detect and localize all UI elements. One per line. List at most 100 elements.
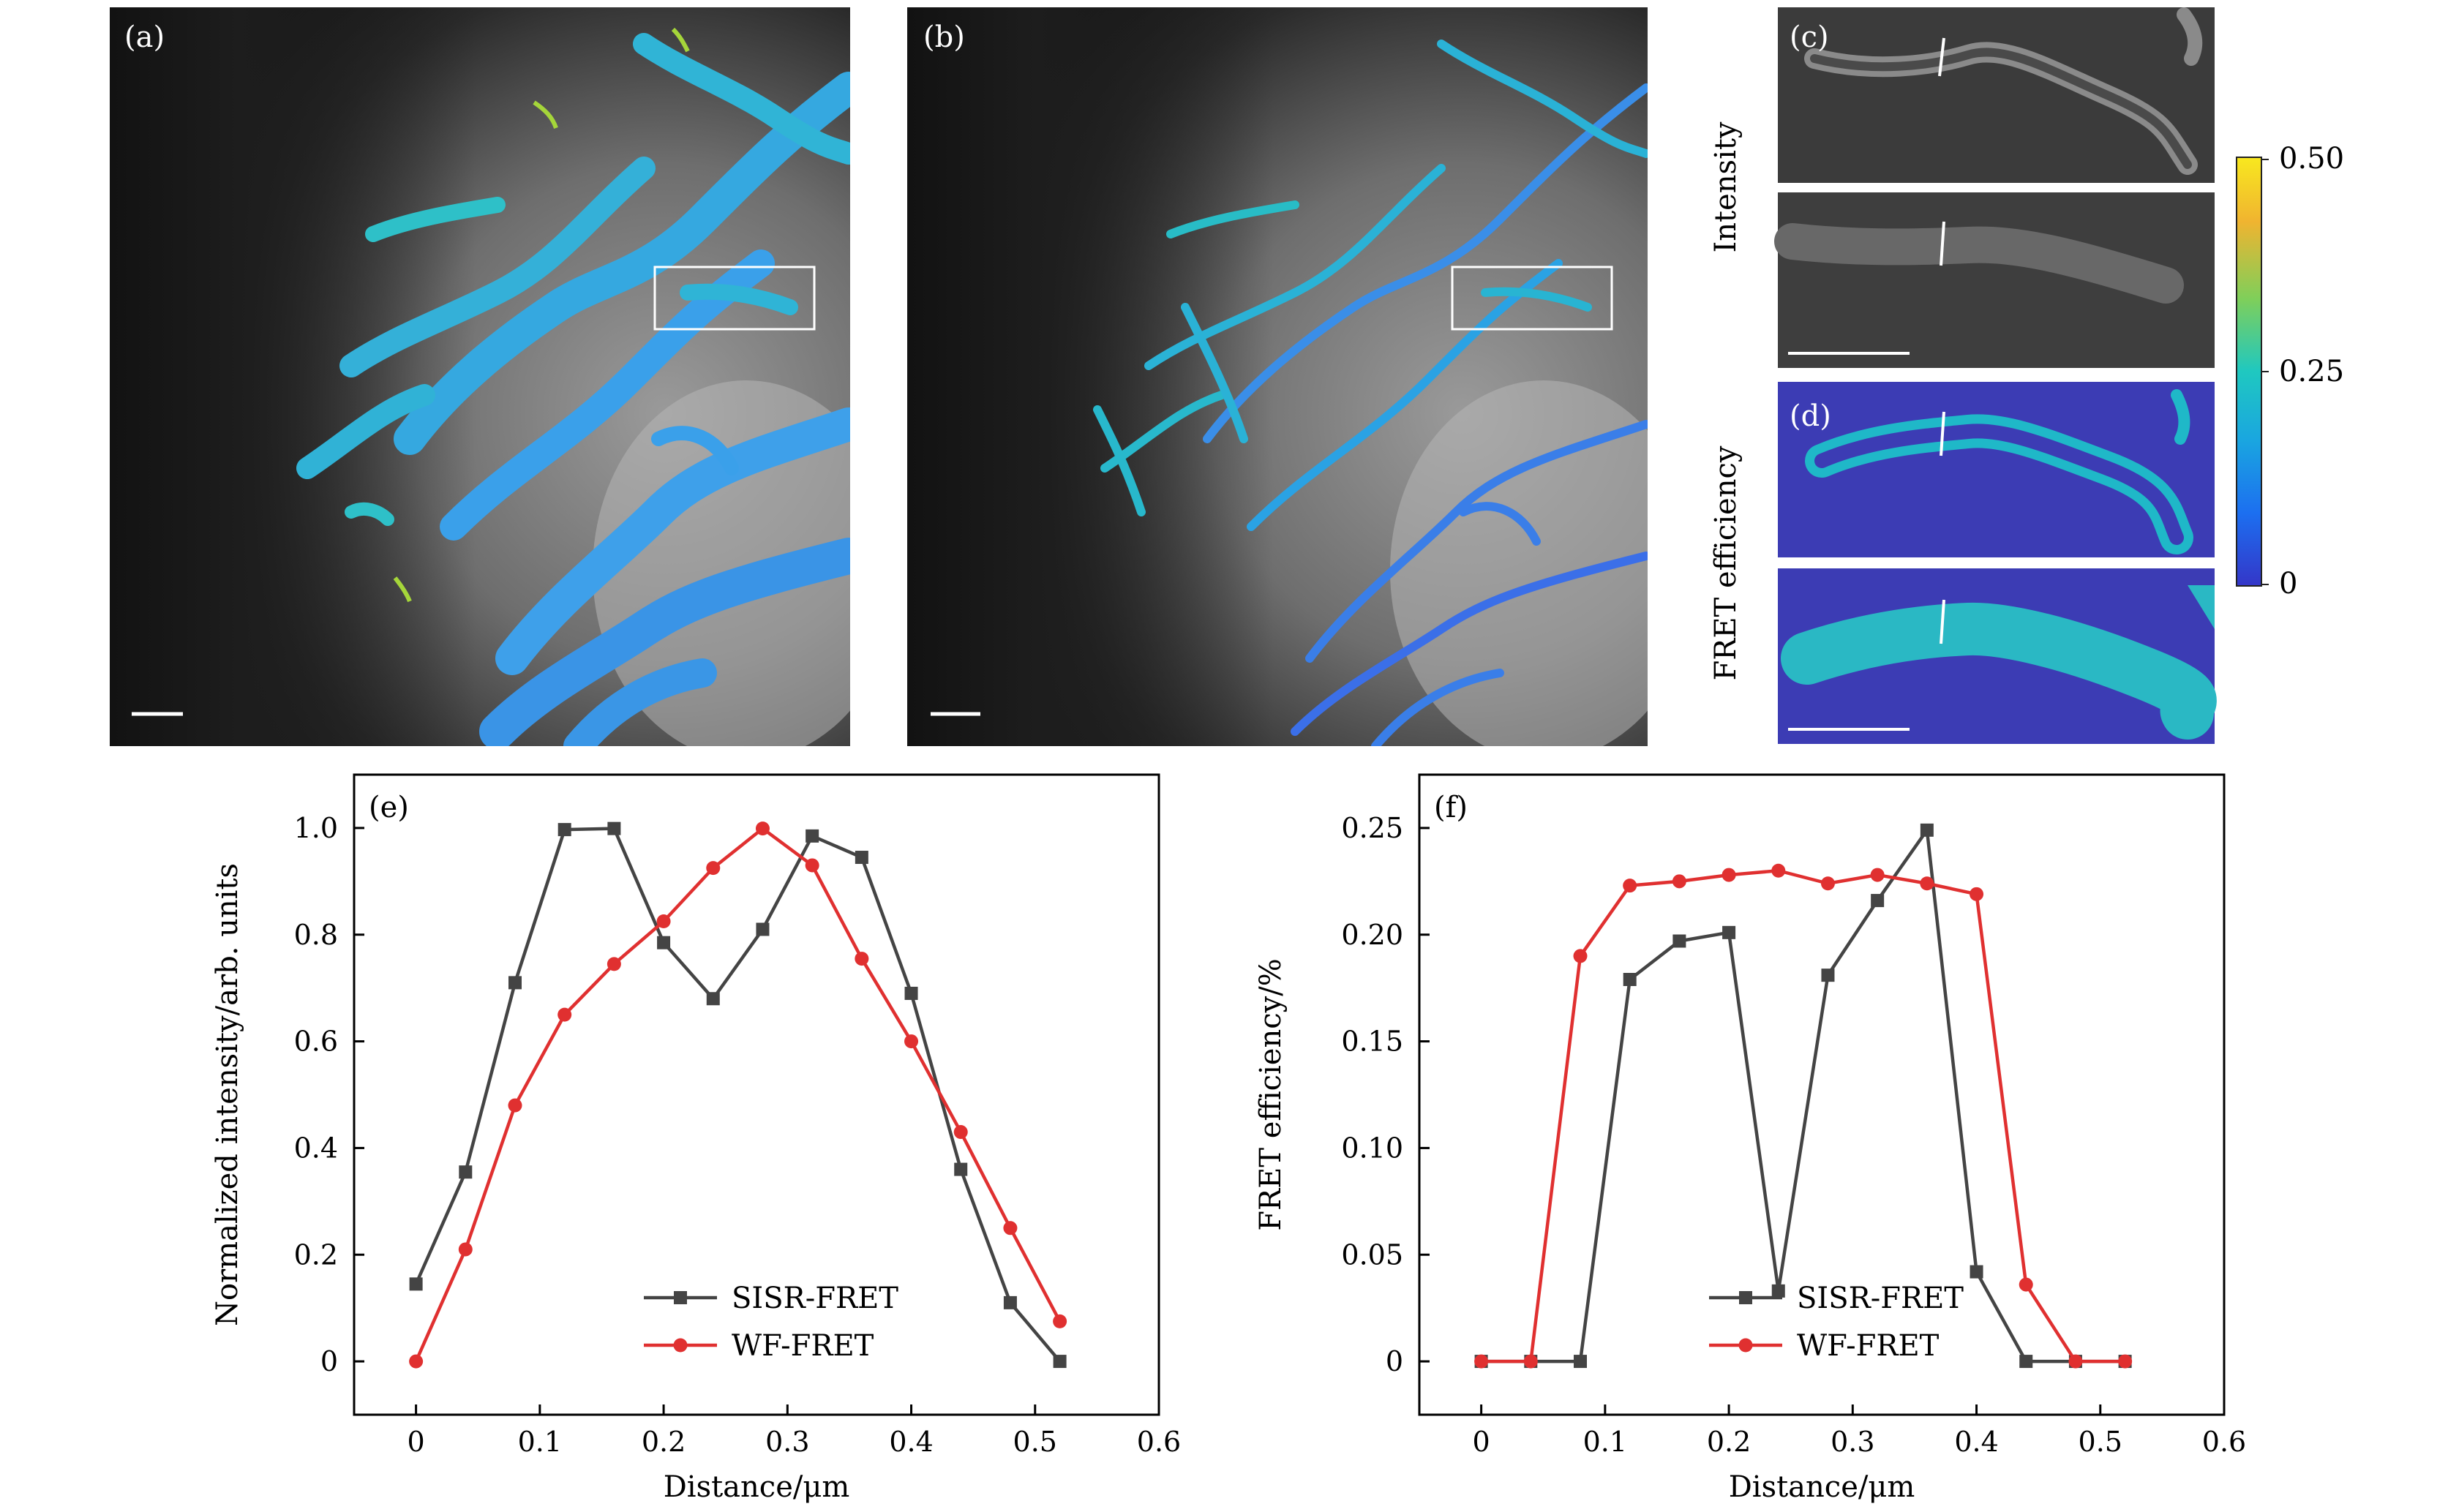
- legend-label: SISR-FRET: [1797, 1282, 1964, 1315]
- y-tick-label: 0.10: [1341, 1132, 1403, 1164]
- x-tick-label: 0.2: [642, 1426, 686, 1458]
- data-point: [557, 823, 571, 837]
- colorbar: 0.50 0.25 0: [2236, 142, 2344, 601]
- data-point: [1970, 1265, 1983, 1279]
- y-tick-label: 0.6: [294, 1026, 338, 1058]
- data-point: [2068, 1354, 2083, 1369]
- panel-a-label: (a): [124, 20, 165, 54]
- panel-b-roi-box: [1451, 266, 1613, 331]
- data-point: [458, 1242, 473, 1257]
- legend-label: WF-FRET: [1797, 1329, 1940, 1363]
- colorbar-gradient: [2236, 157, 2262, 587]
- panel-d: (d): [1778, 382, 2217, 744]
- x-tick-label: 0.4: [1954, 1426, 1998, 1458]
- x-axis-label: Distance/μm: [664, 1470, 850, 1504]
- data-point: [805, 858, 819, 873]
- data-point: [904, 986, 918, 1000]
- legend-marker: [674, 1291, 687, 1304]
- data-point: [855, 851, 868, 865]
- plot-frame: [353, 773, 1160, 1416]
- data-point: [706, 861, 721, 876]
- colorbar-tick-label: 0.25: [2279, 355, 2344, 388]
- data-point: [1672, 874, 1686, 889]
- data-point: [1623, 879, 1637, 893]
- data-point: [1722, 925, 1736, 939]
- data-point: [459, 1165, 473, 1179]
- data-point: [409, 1354, 424, 1369]
- data-point: [1053, 1355, 1067, 1369]
- y-tick-label: 0.25: [1341, 812, 1403, 844]
- data-point: [1474, 1354, 1489, 1369]
- x-tick-label: 0.5: [2079, 1426, 2122, 1458]
- x-tick-label: 0.5: [1013, 1426, 1057, 1458]
- panel-a: (a): [110, 7, 850, 746]
- data-point: [1623, 973, 1637, 986]
- series-line: [1481, 828, 2125, 1364]
- data-point: [1672, 934, 1686, 948]
- legend-label: WF-FRET: [732, 1329, 874, 1363]
- panel-c-top-image: [1778, 7, 2215, 183]
- colorbar-tick-label: 0: [2279, 567, 2297, 601]
- y-tick-label: 0.15: [1341, 1026, 1403, 1058]
- data-point: [953, 1125, 968, 1140]
- data-point: [1771, 863, 1786, 878]
- data-point: [409, 1277, 423, 1291]
- panel-b: (b): [907, 7, 1648, 746]
- y-tick-label: 0.2: [294, 1238, 338, 1271]
- panel-c: (c): [1774, 7, 2215, 368]
- x-tick-label: 0.4: [889, 1426, 933, 1458]
- panel-label: (e): [369, 791, 409, 824]
- data-point: [2118, 1354, 2133, 1369]
- x-tick-label: 0.1: [518, 1426, 562, 1458]
- data-point: [1722, 868, 1736, 882]
- data-point: [607, 957, 621, 971]
- data-point: [1920, 876, 1934, 891]
- data-point: [1870, 868, 1885, 882]
- intensity-side-label: Intensity: [1709, 121, 1743, 252]
- y-axis-label: Normalized intensity/arb. units: [211, 863, 244, 1326]
- y-tick-label: 0: [320, 1345, 338, 1377]
- data-point: [954, 1162, 968, 1176]
- x-tick-label: 0.6: [2202, 1426, 2246, 1458]
- data-point: [557, 1007, 572, 1022]
- legend-marker: [673, 1338, 688, 1353]
- chart-f: 0 0.1 0.2 0.3 0.4 0.5 0.6 0 0.05 0.10 0.15 0.20 0.25…: [1254, 773, 2246, 1504]
- legend-label: SISR-FRET: [732, 1282, 898, 1315]
- data-point: [657, 936, 671, 949]
- x-tick-label: 0.3: [1831, 1426, 1874, 1458]
- data-point: [508, 976, 522, 990]
- data-point: [607, 821, 621, 835]
- data-point: [1771, 1284, 1785, 1298]
- legend-marker: [1738, 1338, 1753, 1353]
- fret-side-label: FRET efficiency: [1709, 445, 1743, 680]
- y-tick-label: 0.8: [294, 919, 338, 951]
- x-tick-label: 0.6: [1137, 1426, 1181, 1458]
- y-tick-label: 0.05: [1341, 1238, 1403, 1271]
- data-point: [755, 821, 770, 836]
- data-point: [1053, 1314, 1067, 1328]
- x-tick-label: 0.2: [1707, 1426, 1751, 1458]
- data-point: [1573, 949, 1588, 963]
- data-point: [904, 1034, 919, 1049]
- data-point: [1920, 823, 1934, 837]
- colorbar-tick-label: 0.50: [2279, 142, 2344, 176]
- data-point: [1871, 894, 1885, 908]
- x-tick-label: 0.1: [1583, 1426, 1627, 1458]
- data-point: [1970, 887, 1984, 901]
- data-point: [806, 829, 819, 843]
- panel-label: (f): [1434, 791, 1468, 824]
- data-point: [1574, 1355, 1587, 1369]
- y-tick-label: 1.0: [294, 812, 338, 844]
- panel-a-mito-overlay: [110, 7, 850, 746]
- data-point: [1821, 968, 1835, 982]
- y-tick-label: 0: [1386, 1345, 1403, 1377]
- series-line: [414, 827, 1062, 1362]
- y-tick-label: 0.20: [1341, 919, 1403, 951]
- data-point: [855, 952, 869, 966]
- y-tick-label: 0.4: [294, 1132, 338, 1164]
- data-point: [706, 992, 720, 1006]
- data-point: [1003, 1221, 1018, 1235]
- data-point: [2019, 1277, 2033, 1292]
- plot-frame: [1418, 773, 2226, 1416]
